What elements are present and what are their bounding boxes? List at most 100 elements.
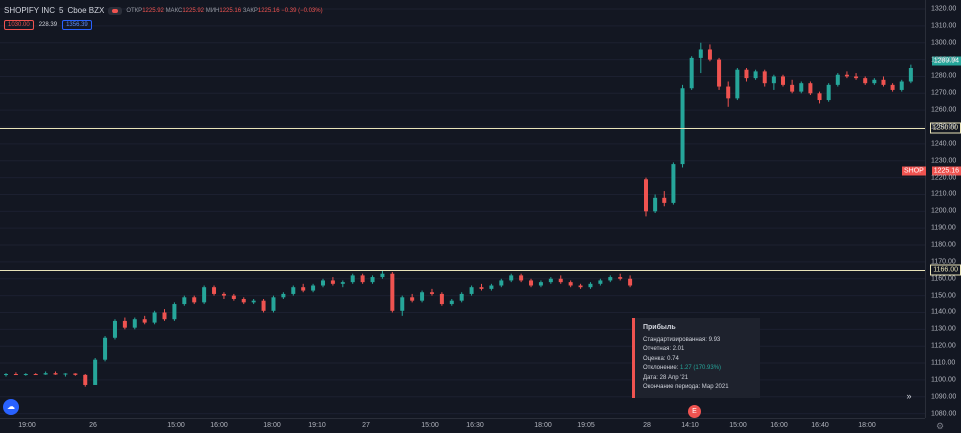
- candle[interactable]: [4, 373, 8, 377]
- candle[interactable]: [63, 373, 68, 377]
- candle[interactable]: [281, 292, 286, 299]
- candle[interactable]: [162, 309, 167, 321]
- candle[interactable]: [33, 373, 38, 376]
- candle[interactable]: [726, 81, 731, 107]
- candle[interactable]: [172, 302, 177, 321]
- candle[interactable]: [499, 278, 504, 288]
- cloud-icon[interactable]: ☁: [3, 399, 19, 415]
- indicator-left[interactable]: 1030.00: [4, 20, 34, 30]
- candle[interactable]: [321, 278, 325, 288]
- candle[interactable]: [744, 68, 749, 82]
- candle[interactable]: [429, 288, 434, 296]
- candle[interactable]: [449, 298, 454, 306]
- candle[interactable]: [790, 79, 795, 94]
- candle[interactable]: [479, 283, 484, 291]
- time-axis[interactable]: 19:00 26 15:00 16:00 18:00 19:10 27 15:00 16:30 1…: [0, 418, 925, 433]
- candle[interactable]: [598, 278, 603, 286]
- candle[interactable]: [212, 285, 217, 296]
- candle[interactable]: [588, 282, 593, 289]
- candle[interactable]: [662, 191, 667, 207]
- candle[interactable]: [519, 273, 524, 283]
- candle[interactable]: [182, 295, 187, 306]
- candle[interactable]: [771, 74, 776, 90]
- candle[interactable]: [83, 374, 88, 387]
- candle[interactable]: [872, 78, 877, 85]
- candle[interactable]: [618, 273, 623, 281]
- indicator-right[interactable]: 1356.39: [62, 20, 92, 30]
- candle[interactable]: [410, 293, 415, 303]
- candle[interactable]: [509, 273, 514, 283]
- candle[interactable]: [735, 68, 740, 101]
- candle[interactable]: [469, 285, 474, 296]
- candle[interactable]: [13, 372, 18, 376]
- candle[interactable]: [568, 280, 573, 288]
- candle[interactable]: [489, 283, 494, 291]
- candle[interactable]: [301, 283, 306, 293]
- candle[interactable]: [908, 64, 913, 84]
- candle[interactable]: [152, 310, 157, 325]
- candle[interactable]: [799, 81, 804, 94]
- candle[interactable]: [459, 292, 464, 303]
- candle[interactable]: [350, 273, 355, 284]
- candle[interactable]: [251, 298, 256, 305]
- candlestick-plot[interactable]: [0, 0, 925, 418]
- double-chevron-right-icon[interactable]: »: [906, 391, 912, 401]
- candle[interactable]: [93, 358, 98, 385]
- candle[interactable]: [112, 319, 117, 340]
- candle[interactable]: [231, 293, 236, 301]
- earnings-badge[interactable]: E: [688, 405, 701, 418]
- candle[interactable]: [192, 295, 197, 305]
- candle[interactable]: [899, 79, 904, 92]
- candle[interactable]: [73, 373, 78, 376]
- candle[interactable]: [529, 278, 534, 288]
- candle[interactable]: [753, 69, 758, 80]
- candle[interactable]: [608, 275, 613, 283]
- candle[interactable]: [261, 298, 266, 313]
- candle[interactable]: [420, 290, 425, 303]
- candle[interactable]: [221, 292, 226, 299]
- candle[interactable]: [653, 194, 658, 214]
- candle[interactable]: [241, 297, 246, 305]
- candle[interactable]: [558, 275, 563, 284]
- candle[interactable]: [762, 69, 767, 87]
- candle[interactable]: [698, 42, 703, 74]
- candle[interactable]: [644, 177, 648, 217]
- candle[interactable]: [142, 315, 147, 325]
- candle[interactable]: [291, 285, 296, 296]
- candle[interactable]: [826, 83, 831, 102]
- candle[interactable]: [53, 371, 58, 375]
- candle[interactable]: [43, 371, 48, 375]
- candle[interactable]: [122, 317, 127, 330]
- candle[interactable]: [808, 81, 813, 95]
- candle[interactable]: [854, 73, 859, 80]
- level-line-1166[interactable]: [0, 270, 925, 271]
- level-line-1250[interactable]: [0, 128, 925, 129]
- candle[interactable]: [439, 292, 444, 306]
- candle[interactable]: [271, 295, 276, 313]
- candle[interactable]: [330, 277, 335, 286]
- interval-label[interactable]: 5: [58, 6, 64, 15]
- candle[interactable]: [781, 74, 785, 87]
- candle[interactable]: [835, 73, 840, 87]
- candle[interactable]: [578, 283, 583, 289]
- price-axis[interactable]: 1289.94 1250.00 1225.16 1166.00 1320.00 1…: [925, 0, 961, 418]
- candle[interactable]: [844, 71, 849, 79]
- gear-icon[interactable]: ⚙: [936, 421, 945, 431]
- candle[interactable]: [671, 162, 676, 205]
- candle[interactable]: [538, 280, 543, 288]
- candle[interactable]: [548, 277, 553, 284]
- candle[interactable]: [628, 275, 633, 288]
- candle[interactable]: [311, 283, 316, 293]
- candle[interactable]: [689, 56, 694, 90]
- candle[interactable]: [103, 336, 108, 362]
- price-chart[interactable]: SHOPIFY INC 5 Cboe BZX ОТКР1225.92 МАКС1…: [0, 0, 925, 418]
- candle[interactable]: [202, 285, 207, 305]
- candle[interactable]: [863, 76, 868, 85]
- candle[interactable]: [340, 280, 345, 288]
- candle[interactable]: [360, 273, 365, 284]
- candle[interactable]: [717, 57, 722, 90]
- candle[interactable]: [390, 272, 395, 313]
- candle[interactable]: [707, 44, 712, 62]
- candle[interactable]: [400, 295, 405, 316]
- candle[interactable]: [132, 317, 137, 330]
